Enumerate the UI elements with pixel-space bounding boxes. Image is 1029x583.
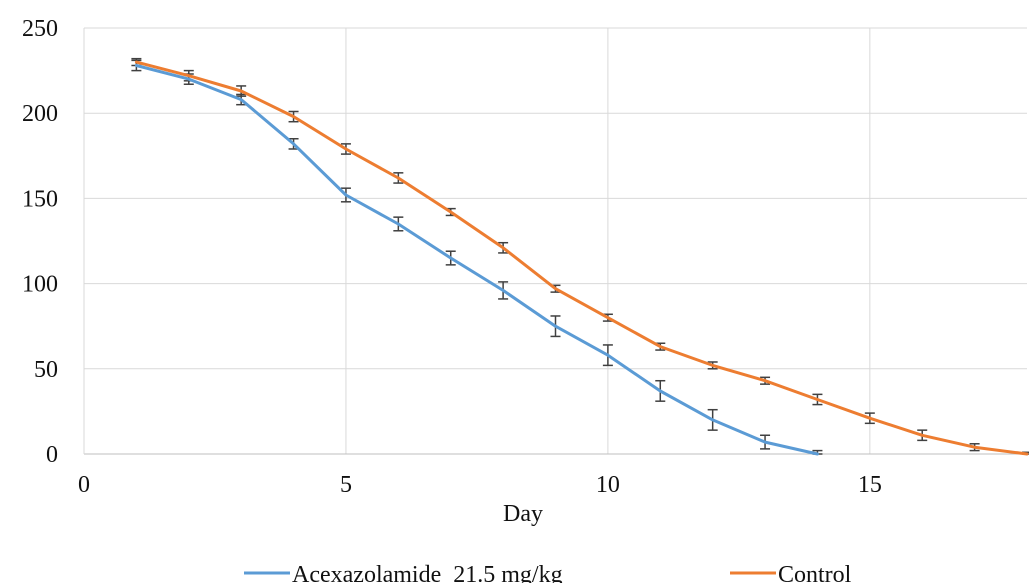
y-tick-label: 50 (34, 357, 58, 383)
x-tick-label: 0 (78, 472, 90, 498)
legend: Acexazolamide 21.5 mg/kg Control (244, 562, 852, 583)
series-line-0 (134, 64, 819, 456)
legend-label-0: Acexazolamide 21.5 mg/kg (292, 562, 563, 583)
x-axis-label: Day (503, 501, 543, 527)
legend-label-1: Control (778, 562, 852, 583)
gridlines (84, 27, 1027, 454)
tick-labels: 0 50 100 150 200 250 0 5 10 15 (22, 16, 882, 498)
axes (83, 28, 1027, 455)
x-tick-label: 5 (340, 472, 352, 498)
y-tick-label: 150 (22, 186, 58, 212)
x-tick-label: 10 (596, 472, 620, 498)
y-tick-label: 100 (22, 272, 58, 298)
y-tick-label: 0 (46, 442, 58, 468)
series-lines (134, 60, 1029, 456)
y-tick-label: 250 (22, 16, 58, 42)
y-tick-label: 200 (22, 101, 58, 127)
x-tick-label: 15 (858, 472, 882, 498)
series-line-1 (134, 60, 1029, 456)
error-bars (131, 57, 1029, 455)
